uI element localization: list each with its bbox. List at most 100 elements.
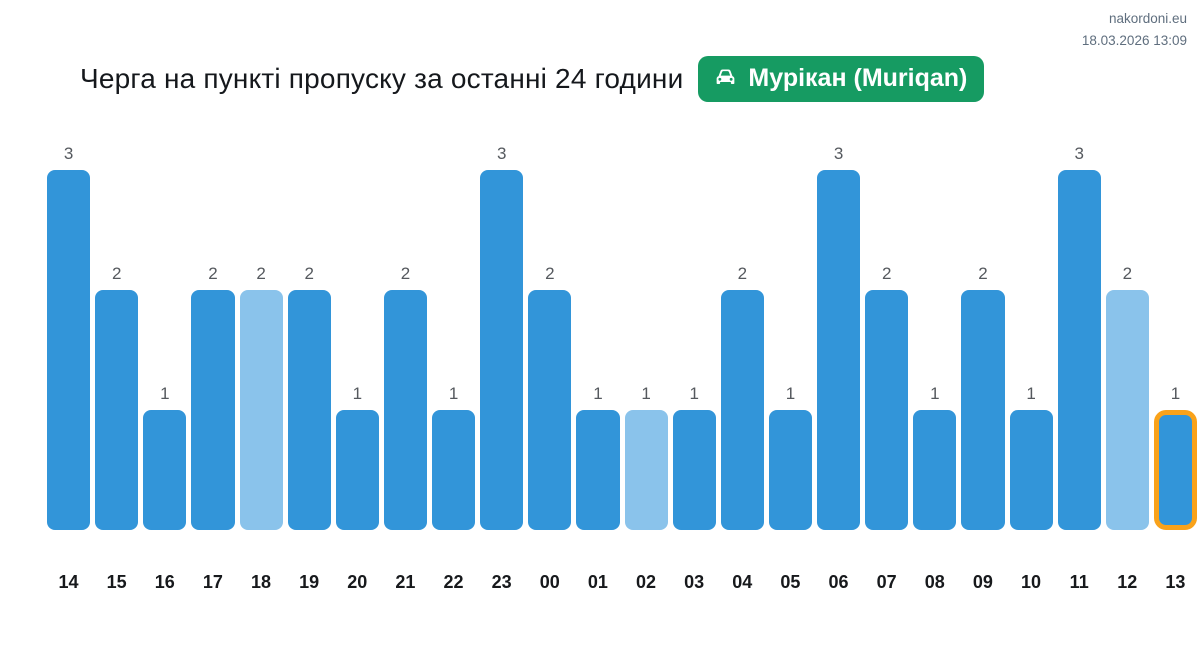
bar-23	[480, 170, 524, 530]
bar-column-10: 1	[1009, 384, 1053, 530]
x-label-01: 01	[587, 572, 608, 592]
bar-value-label-23: 3	[496, 144, 507, 163]
bar-19	[287, 290, 331, 530]
bar-value-label-06: 3	[833, 144, 844, 163]
bar-column-05: 1	[768, 384, 812, 530]
bar-04	[720, 290, 764, 530]
bar-value-label-01: 1	[593, 384, 603, 403]
site-name: nakordoni.eu	[1108, 11, 1187, 26]
x-label-03: 03	[684, 572, 705, 592]
bar-01	[576, 410, 620, 530]
header-meta: nakordoni.eu 18.03.2026 13:09	[1082, 8, 1187, 51]
title-row: Черга на пункті пропуску за останні 24 г…	[80, 56, 985, 102]
x-label-00: 00	[539, 572, 560, 592]
x-label-14: 14	[58, 572, 79, 592]
bar-00	[528, 290, 572, 530]
bar-value-label-07: 2	[881, 264, 892, 283]
bar-column-22: 1	[432, 384, 476, 530]
bar-16	[143, 410, 187, 530]
x-label-10: 10	[1021, 572, 1042, 592]
bar-value-label-09: 2	[978, 264, 988, 283]
bar-column-13: 1	[1153, 384, 1197, 530]
x-label-06: 06	[828, 572, 849, 592]
x-label-15: 15	[106, 572, 127, 592]
bar-column-23: 3	[480, 144, 524, 530]
snapshot-timestamp: 18.03.2026 13:09	[1081, 32, 1187, 48]
bar-value-label-15: 2	[111, 264, 122, 283]
x-label-22: 22	[443, 572, 464, 592]
bar-value-label-03: 1	[689, 384, 699, 403]
bar-03	[672, 410, 716, 530]
bar-column-06: 3	[817, 144, 861, 530]
bar-22	[432, 410, 476, 530]
bar-column-18: 2	[239, 264, 283, 530]
bar-08	[913, 410, 957, 530]
bar-13	[1153, 410, 1197, 530]
bar-value-label-11: 3	[1074, 144, 1084, 163]
bars-row: 3 2 1 2 2 2 1 2 1 3 2 1 1 1 2 1 3 2 1 2 1 3 2 1	[47, 143, 1197, 530]
page-title: Черга на пункті пропуску за останні 24 г…	[80, 63, 684, 94]
bar-column-01: 1	[576, 384, 620, 530]
checkpoint-badge-label: Мурікан (Muriqan)	[748, 64, 968, 92]
bar-column-17: 2	[191, 264, 235, 530]
bar-value-label-16: 1	[160, 384, 170, 403]
bar-column-09: 2	[961, 264, 1005, 530]
bar-value-label-00: 2	[545, 264, 555, 283]
bar-value-label-08: 1	[930, 384, 940, 403]
car-front-icon	[712, 65, 739, 92]
bar-value-label-12: 2	[1122, 264, 1133, 283]
bar-02	[624, 410, 668, 530]
bar-column-04: 2	[720, 264, 764, 530]
x-label-05: 05	[780, 572, 801, 592]
x-label-21: 21	[395, 572, 416, 592]
bar-05	[768, 410, 812, 530]
bar-10	[1009, 410, 1053, 530]
bar-value-label-05: 1	[785, 384, 796, 403]
bar-20	[335, 410, 379, 530]
bar-column-20: 1	[335, 384, 379, 530]
bar-column-08: 1	[913, 384, 957, 530]
x-label-20: 20	[347, 572, 368, 592]
x-label-18: 18	[251, 572, 272, 592]
bar-column-03: 1	[672, 384, 716, 530]
x-label-08: 08	[924, 572, 945, 592]
bar-column-12: 2	[1105, 264, 1149, 530]
x-label-12: 12	[1117, 572, 1138, 592]
checkpoint-badge[interactable]: Мурікан (Muriqan)	[698, 56, 985, 102]
bar-column-00: 2	[528, 264, 572, 530]
x-label-04: 04	[732, 572, 753, 592]
bar-value-label-10: 1	[1026, 384, 1036, 403]
bar-column-07: 2	[865, 264, 909, 530]
bar-column-15: 2	[95, 264, 139, 530]
bar-value-label-20: 1	[352, 384, 363, 403]
bar-value-label-19: 2	[304, 264, 314, 283]
x-label-17: 17	[202, 572, 223, 592]
bar-column-02: 1	[624, 384, 668, 530]
bar-07	[865, 290, 909, 530]
bar-11	[1057, 170, 1101, 530]
bar-column-16: 1	[143, 384, 187, 530]
x-label-02: 02	[636, 572, 657, 592]
bar-value-label-04: 2	[737, 264, 748, 283]
bar-column-11: 3	[1057, 144, 1101, 530]
x-label-09: 09	[972, 572, 993, 592]
bar-18	[239, 290, 283, 530]
bar-column-21: 2	[383, 264, 427, 530]
bar-value-label-13: 1	[1170, 384, 1181, 403]
bar-06	[817, 170, 861, 530]
bar-12	[1105, 290, 1149, 530]
bar-09	[961, 290, 1005, 530]
bar-column-19: 2	[287, 264, 331, 530]
bar-value-label-18: 2	[256, 264, 266, 283]
bar-value-label-14: 3	[63, 144, 74, 163]
bar-value-label-21: 2	[400, 264, 411, 283]
x-label-11: 11	[1069, 572, 1089, 592]
bar-value-label-22: 1	[448, 384, 459, 403]
bar-column-14: 3	[47, 144, 91, 530]
bar-15	[95, 290, 139, 530]
x-label-19: 19	[299, 572, 320, 592]
bar-14	[47, 170, 91, 530]
bar-21	[383, 290, 427, 530]
